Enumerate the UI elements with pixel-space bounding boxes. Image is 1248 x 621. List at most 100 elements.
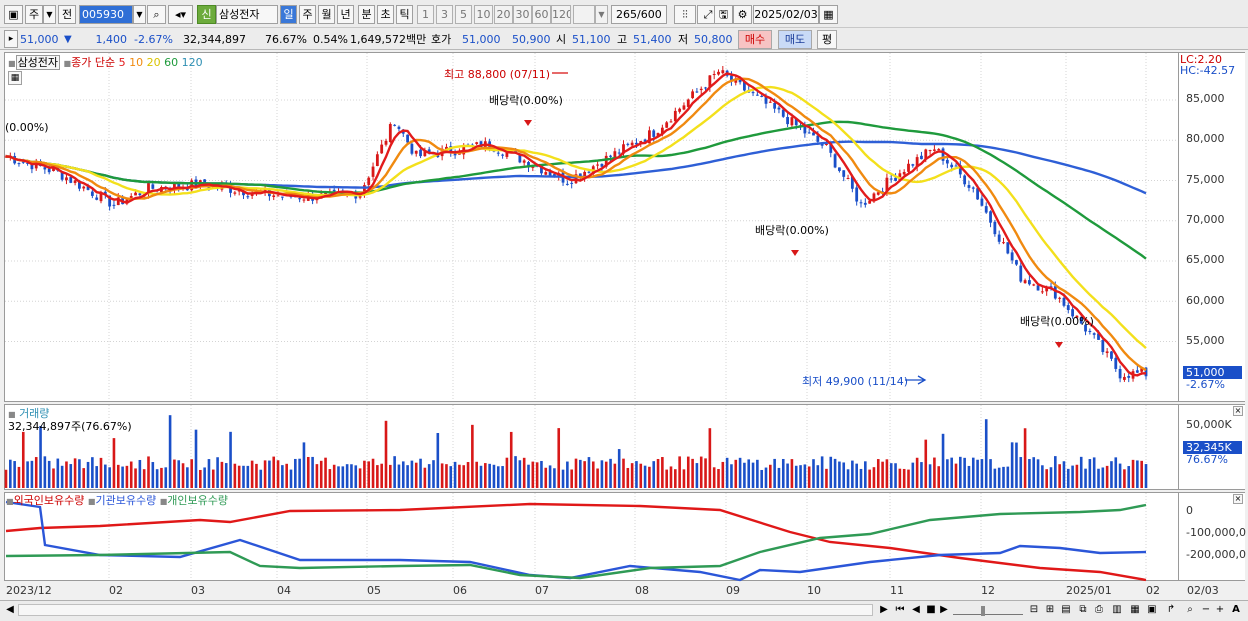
volume-bar (449, 466, 453, 488)
interval-button[interactable]: 20 (494, 5, 513, 24)
copy-icon[interactable]: ⧉ (1079, 604, 1087, 615)
candle-body (958, 165, 962, 175)
window-icon[interactable]: ▣ (1147, 604, 1157, 615)
play-icon[interactable]: ▶ (940, 604, 948, 615)
sell-button[interactable]: 매도 (778, 30, 812, 49)
tab-tick[interactable]: 틱 (396, 5, 413, 24)
count-input[interactable]: 265/600 (611, 5, 667, 24)
layout-icon[interactable]: ▤ (1061, 604, 1071, 615)
volume-bar (1032, 457, 1036, 488)
scroll-right-icon[interactable]: ▶ (880, 604, 888, 615)
candle-body (812, 132, 815, 136)
annotation-dividend: 배당락(0.00%) (489, 94, 563, 107)
price-panel[interactable] (4, 52, 1245, 402)
save-icon[interactable]: 🖫 (714, 5, 733, 24)
tab-second[interactable]: 초 (377, 5, 394, 24)
volume-bar (738, 457, 742, 488)
arrow-icon[interactable]: ↱ (1166, 604, 1176, 615)
y-tick-label: 70,000 (1186, 213, 1225, 226)
volume-bar (272, 456, 276, 488)
candle-body (419, 149, 422, 157)
split-icon[interactable]: ▥ (1112, 604, 1122, 615)
calendar-icon[interactable]: ▦ (819, 5, 838, 24)
zoom-in-icon[interactable]: ⊞ (1045, 604, 1055, 615)
grid-icon[interactable]: ▦ (1130, 604, 1140, 615)
scrollbar-track[interactable] (18, 604, 873, 616)
font-size-icon[interactable]: A (1232, 604, 1240, 615)
stock-label[interactable]: 삼성전자 (15, 55, 61, 70)
stock-code-dropdown[interactable]: ▼ (133, 5, 146, 24)
volume-bar (570, 469, 573, 488)
stop-icon[interactable]: ■ (926, 604, 936, 615)
candle-body (86, 186, 90, 190)
volume-bar (363, 460, 366, 488)
interval-button[interactable]: 10 (474, 5, 493, 24)
zoom-out-icon[interactable]: ⊟ (1029, 604, 1039, 615)
volume-bar (289, 469, 293, 488)
interval-button[interactable]: 30 (513, 5, 532, 24)
speaker-icon[interactable]: ◂▾ (168, 5, 193, 24)
interval-button[interactable]: 5 (455, 5, 472, 24)
volume-bar (579, 459, 582, 488)
prev-stock-button[interactable]: 전 (58, 5, 76, 24)
interval-dropdown[interactable]: ▼ (595, 5, 608, 24)
volume-value: 32,344,897주(76.67%) (8, 420, 132, 433)
export-icon[interactable]: ⎙ (1095, 604, 1103, 615)
go-start-icon[interactable]: ⏮ (895, 604, 905, 615)
close-icon[interactable]: × (1233, 406, 1243, 416)
volume-bar (1079, 456, 1083, 488)
tab-week[interactable]: 주 (299, 5, 316, 24)
candle-body (708, 75, 712, 88)
volume-bar (39, 426, 42, 488)
candle-body (1010, 252, 1014, 261)
candle-body (600, 163, 604, 167)
search-icon[interactable]: ⌕ (147, 5, 166, 24)
minus-icon[interactable]: − (1201, 604, 1211, 615)
bar-chart-icon[interactable]: ⫶⫶ (674, 5, 696, 24)
tab-minute[interactable]: 분 (358, 5, 375, 24)
stock-code-input[interactable] (79, 5, 133, 24)
count-value: 265 (616, 8, 637, 21)
volume-bar (984, 419, 988, 488)
play-back-icon[interactable]: ◀ (912, 604, 920, 615)
candle-body (1002, 242, 1005, 244)
volume-bar (1006, 466, 1010, 488)
buy-button[interactable]: 매수 (738, 30, 772, 49)
chart-mode-dropdown[interactable]: ▼ (43, 5, 56, 24)
volume-bar (401, 461, 405, 488)
window-menu-icon[interactable]: ▣ (4, 5, 23, 24)
crosshair-icon[interactable]: ⤢ (697, 5, 719, 24)
interval-button[interactable]: 120 (551, 5, 571, 24)
candle-body (768, 101, 772, 103)
grid-toggle-icon[interactable]: ▦ (8, 71, 22, 85)
scroll-left-icon[interactable]: ◀ (6, 604, 14, 615)
tab-day[interactable]: 일 (280, 5, 297, 24)
interval-button[interactable]: 3 (436, 5, 453, 24)
candle-body (1105, 351, 1109, 354)
zoom-slider[interactable] (953, 605, 1023, 616)
volume-bar (1062, 461, 1066, 488)
tab-year[interactable]: 년 (337, 5, 354, 24)
candle-body (43, 167, 47, 170)
close-icon[interactable]: × (1233, 494, 1243, 504)
y-tick-label: 80,000 (1186, 132, 1225, 145)
interval-button[interactable]: 60 (532, 5, 551, 24)
settings-icon[interactable]: ⚙ (733, 5, 752, 24)
date-input[interactable]: 2025/02/03 (753, 5, 819, 24)
chart-mode-select[interactable]: 주 (25, 5, 43, 24)
volume-bar (630, 463, 634, 488)
plus-icon[interactable]: + (1215, 604, 1225, 615)
volume-bar (414, 462, 418, 488)
magnify-icon[interactable]: ⌕ (1187, 604, 1193, 615)
interval-button[interactable]: 1 (417, 5, 434, 24)
zoom-slider-handle[interactable] (981, 606, 985, 616)
quote-toggle-icon[interactable]: ▸ (4, 30, 18, 48)
new-badge[interactable]: 신 (197, 5, 216, 24)
volume-bar (825, 468, 828, 488)
last-change-tag: -2.67% (1186, 378, 1225, 391)
volume-bar (181, 463, 185, 488)
avg-button[interactable]: 평 (817, 30, 837, 49)
tab-month[interactable]: 월 (318, 5, 335, 24)
interval-input[interactable] (573, 5, 595, 24)
volume-bar (173, 459, 176, 488)
